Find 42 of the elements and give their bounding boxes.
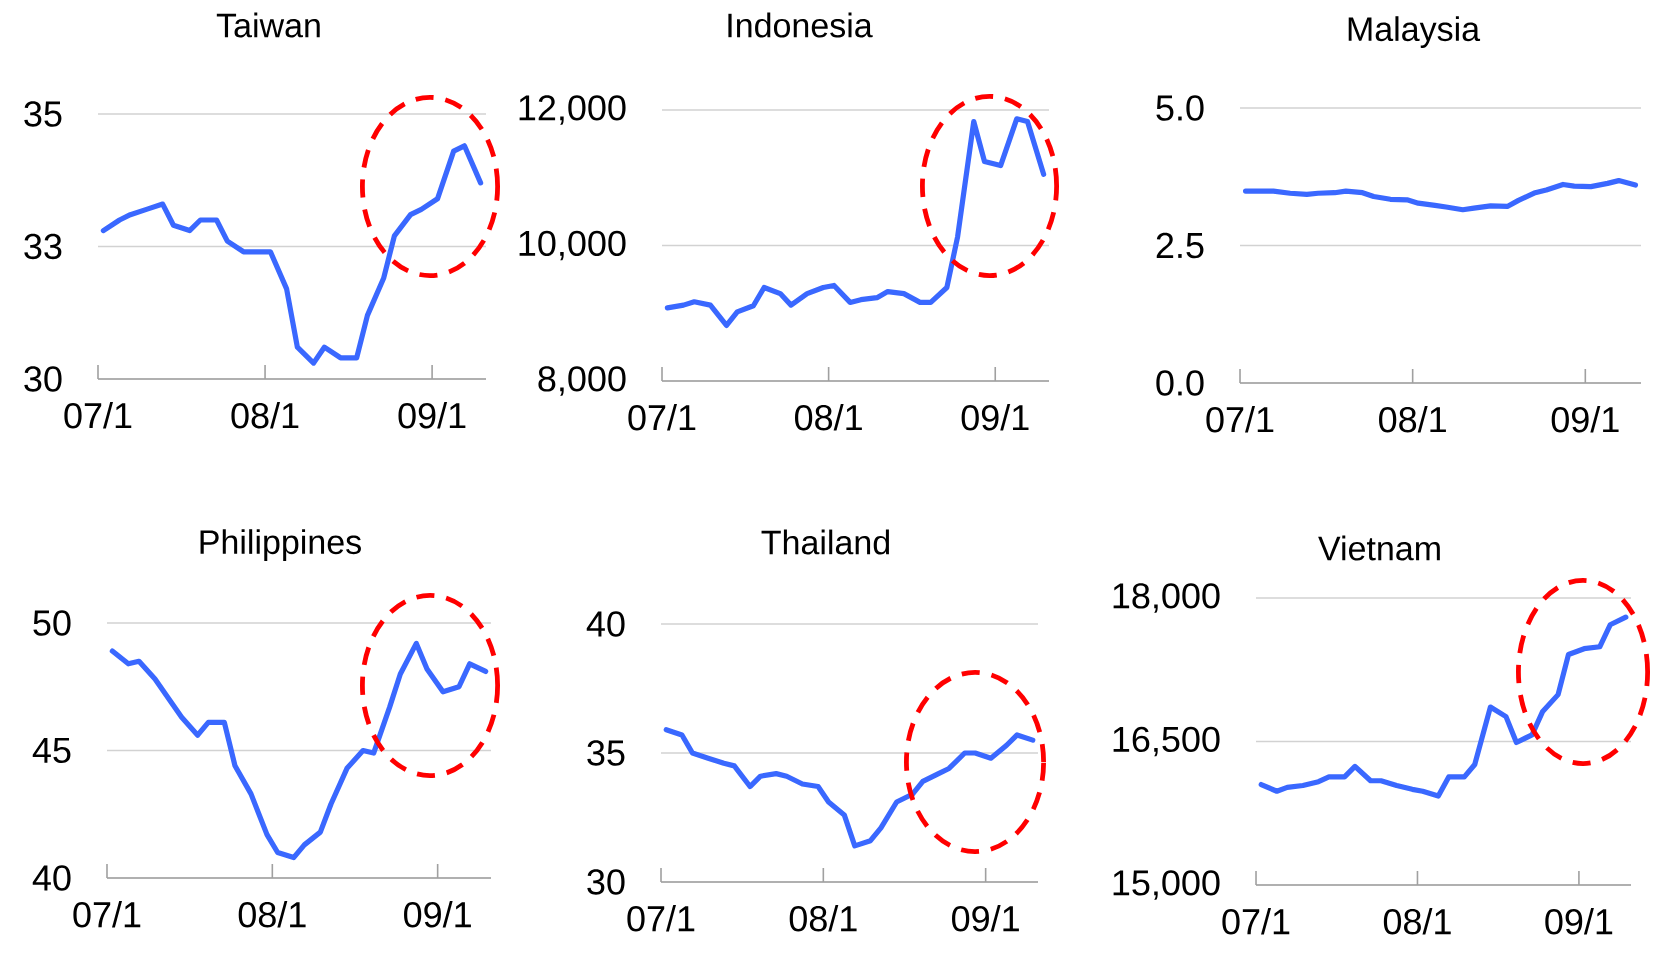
y-tick-label: 45 [32,737,71,764]
x-tick-label: 09/1 [398,402,466,429]
chart-title: Taiwan [216,12,320,38]
y-tick-label: 35 [24,101,62,127]
x-tick-label: 07/1 [627,905,695,932]
x-tick-label: 09/1 [1551,406,1619,433]
y-tick-label: 15,000 [1113,870,1220,900]
chart-title: Indonesia [728,12,873,38]
y-tick-label: 8,000 [538,366,626,396]
x-tick-label: 08/1 [238,901,306,928]
x-tick-label: 08/1 [1383,908,1451,935]
x-tick-label: 08/1 [231,402,299,429]
x-tick-label: 09/1 [404,901,471,928]
y-tick-label: 16,500 [1113,726,1220,757]
y-tick-label: 33 [24,233,62,260]
chart-title: Vietnam [1318,535,1440,561]
y-tick-label: 2.5 [1156,232,1204,259]
x-tick-label: 09/1 [961,404,1029,431]
x-tick-label: 09/1 [952,905,1019,932]
y-tick-label: 30 [587,869,625,895]
chart-title: Thailand [761,529,889,555]
y-tick-label: 40 [32,865,71,891]
y-tick-label: 5.0 [1156,95,1204,121]
x-tick-label: 07/1 [1206,406,1274,433]
chart-title: Malaysia [1348,16,1481,48]
x-tick-label: 08/1 [795,404,862,431]
x-tick-label: 07/1 [1222,908,1290,935]
y-tick-label: 50 [33,610,71,636]
y-tick-label: 35 [587,740,625,766]
chart-title: Philippines [200,529,361,561]
x-tick-label: 07/1 [73,901,141,928]
x-tick-label: 08/1 [789,905,857,932]
y-tick-label: 12,000 [519,95,626,125]
y-tick-label: 0.0 [1156,370,1204,396]
y-tick-label: 18,000 [1113,583,1220,613]
x-tick-label: 09/1 [1545,908,1613,935]
y-tick-label: 10,000 [519,230,626,261]
x-tick-label: 08/1 [1379,406,1446,433]
x-tick-label: 07/1 [628,404,696,431]
y-tick-label: 40 [586,611,625,637]
x-tick-label: 07/1 [64,402,132,429]
y-tick-label: 30 [24,366,62,392]
